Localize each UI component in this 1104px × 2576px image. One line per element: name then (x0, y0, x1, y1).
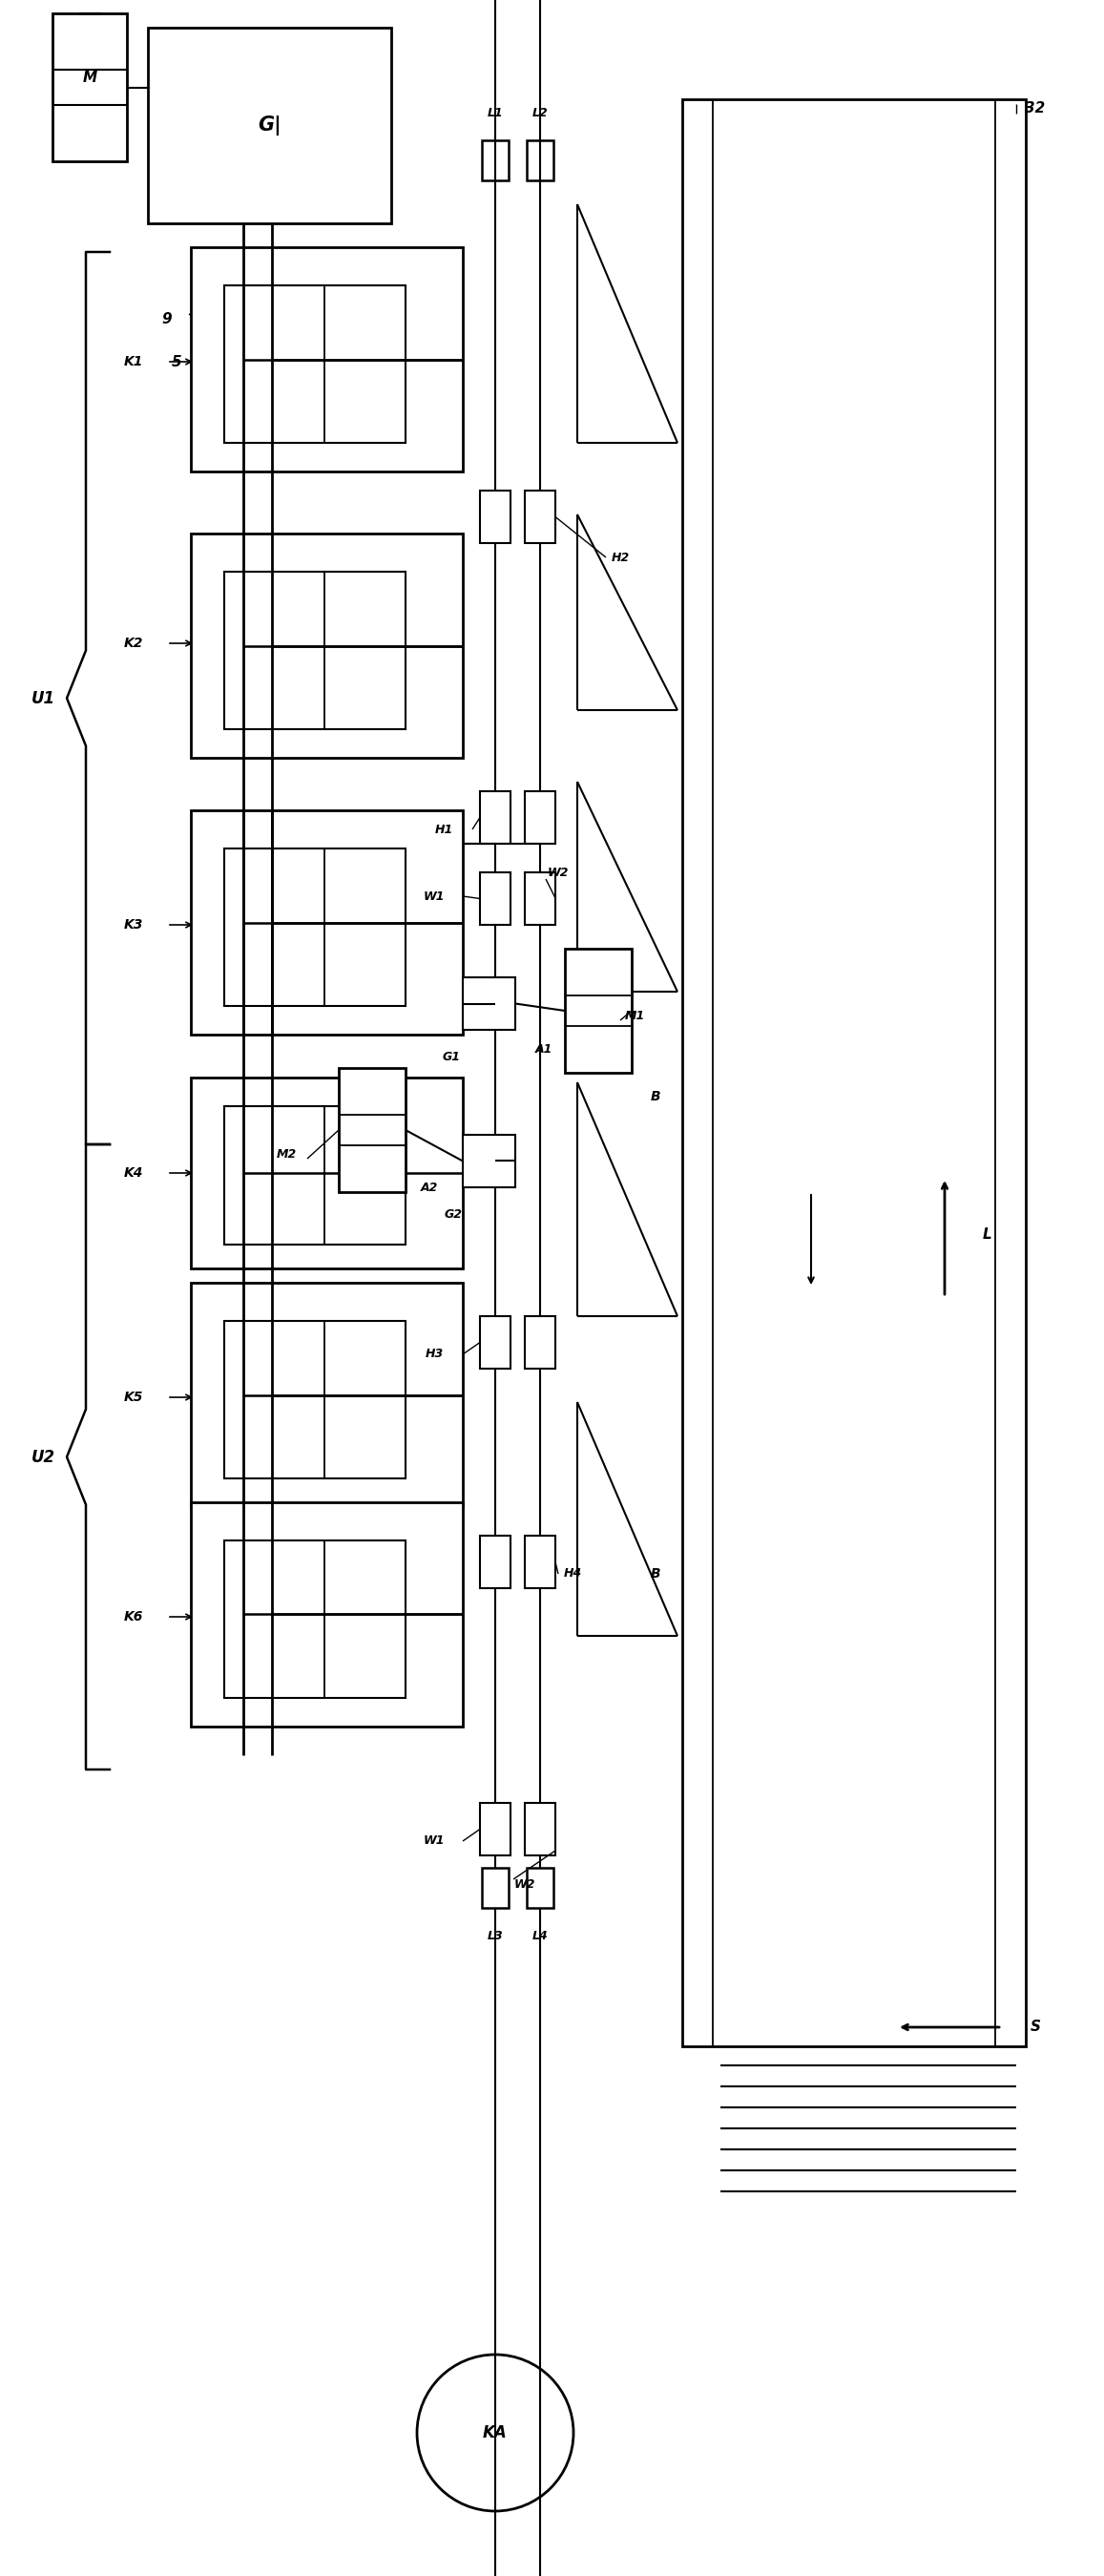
Bar (481, 1868, 509, 1909)
Bar (524, 1316, 555, 1368)
Bar (480, 1316, 510, 1368)
Text: W2: W2 (548, 866, 569, 878)
Text: K2: K2 (124, 636, 144, 649)
Text: L: L (983, 1229, 992, 1242)
Text: L3: L3 (487, 1929, 503, 1942)
Bar (224, 1540, 405, 1698)
Text: K5: K5 (124, 1391, 144, 1404)
Text: H2: H2 (611, 551, 629, 564)
Text: A2: A2 (421, 1182, 438, 1193)
Bar (191, 1502, 463, 1726)
Text: 32: 32 (1026, 100, 1045, 116)
Bar (524, 1535, 555, 1589)
Text: K1: K1 (124, 355, 144, 368)
Text: K6: K6 (124, 1610, 144, 1623)
Bar (191, 811, 463, 1036)
Bar (524, 873, 555, 925)
Bar (463, 1136, 516, 1188)
Text: L2: L2 (532, 108, 548, 118)
Bar (565, 948, 631, 1072)
Text: W1: W1 (424, 889, 445, 902)
Text: G2: G2 (444, 1208, 463, 1221)
Text: K4: K4 (124, 1167, 144, 1180)
Bar (524, 791, 555, 845)
Text: U1: U1 (31, 690, 55, 706)
Text: KA: KA (482, 2424, 508, 2442)
Text: G|: G| (257, 116, 282, 137)
Text: M1: M1 (625, 1010, 645, 1023)
Bar (224, 1105, 405, 1244)
Text: S: S (1030, 2020, 1041, 2035)
Text: W1: W1 (424, 1834, 445, 1847)
Text: L1: L1 (487, 108, 503, 118)
Bar (524, 489, 555, 544)
Text: 5: 5 (171, 355, 181, 368)
Text: 9: 9 (162, 312, 172, 327)
Text: K3: K3 (124, 917, 144, 933)
Bar (682, 100, 1026, 2045)
Bar (191, 247, 463, 471)
Bar (480, 489, 510, 544)
Text: H4: H4 (563, 1569, 582, 1579)
Bar (191, 1283, 463, 1507)
Text: B: B (650, 1090, 660, 1103)
Text: M: M (83, 70, 97, 85)
Text: H1: H1 (435, 824, 453, 835)
Bar (480, 1535, 510, 1589)
Bar (224, 572, 405, 729)
Bar (480, 1803, 510, 1855)
Text: L4: L4 (532, 1929, 548, 1942)
Bar (191, 533, 463, 757)
Bar (224, 848, 405, 1007)
Text: B: B (650, 1566, 660, 1582)
Bar (480, 873, 510, 925)
Text: A1: A1 (535, 1043, 553, 1056)
Bar (524, 1803, 555, 1855)
Text: H3: H3 (425, 1347, 444, 1360)
Bar (339, 1069, 405, 1193)
Bar (481, 139, 509, 180)
Bar (463, 976, 516, 1030)
Bar (224, 1321, 405, 1479)
Bar (480, 791, 510, 845)
Text: W2: W2 (514, 1878, 535, 1891)
Bar (527, 1868, 553, 1909)
Text: G1: G1 (443, 1051, 460, 1064)
Text: M2: M2 (276, 1149, 296, 1159)
Bar (148, 28, 391, 224)
Bar (191, 1077, 463, 1267)
Bar (53, 13, 127, 162)
Text: U2: U2 (31, 1448, 55, 1466)
Bar (224, 286, 405, 443)
Bar (527, 139, 553, 180)
